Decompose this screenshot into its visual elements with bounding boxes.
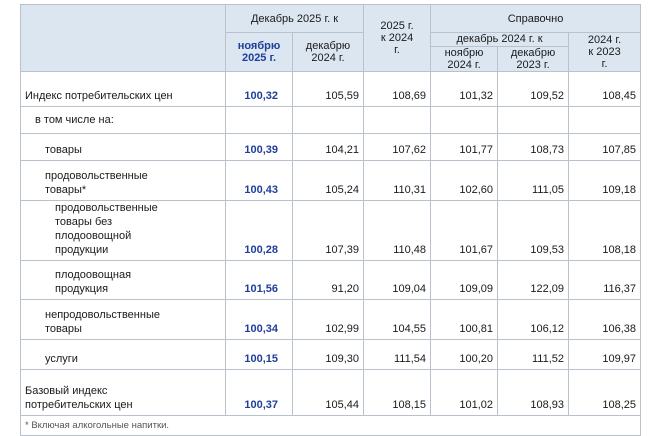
cell-value: 100,39 (225, 133, 293, 161)
table-row: непродовольственные товары 100,34 102,99… (20, 299, 642, 340)
row-label: товары (20, 133, 226, 161)
cell-value: 108,73 (497, 133, 570, 161)
cell-value: 109,09 (430, 260, 499, 300)
row-label-text: непродовольственные товары (45, 309, 160, 335)
cell-value: 105,59 (291, 71, 365, 107)
cell-value: 102,60 (430, 160, 499, 201)
cell-value: 91,20 (291, 260, 365, 300)
cell-value: 101,02 (430, 369, 499, 416)
row-label-text: плодоовощная продукция (55, 269, 132, 295)
row-label: Индекс потребительских цен (20, 71, 226, 107)
row-label: Базовый индекс потребительских цен (20, 369, 226, 416)
row-label: непродовольственные товары (20, 299, 226, 340)
header-nov2024-label: ноябрю 2024 г. (444, 47, 484, 71)
row-label-text: Базовый индекс потребительских цен (25, 385, 133, 411)
cell-value (497, 106, 570, 134)
cell-value: 109,30 (291, 339, 365, 370)
cell-value: 105,44 (291, 369, 365, 416)
table-row: продовольственные товары без плодоовощно… (20, 200, 642, 261)
table-row: продовольственные товары* 100,43 105,24 … (20, 160, 642, 201)
header-dec2023-label: декабрю 2023 г. (510, 47, 556, 71)
header-group-reference: Справочно (430, 4, 642, 33)
cell-value (430, 106, 499, 134)
cell-value: 104,21 (291, 133, 365, 161)
row-label: плодоовощная продукция (20, 260, 226, 300)
cell-value (225, 106, 293, 134)
row-label-text: продовольственные товары* (45, 170, 148, 196)
cell-value: 101,32 (430, 71, 499, 107)
cell-value: 109,52 (497, 71, 570, 107)
header-dec2023: декабрю 2023 г. (498, 47, 568, 71)
table-row: товары 100,39 104,21 107,62 101,77 108,7… (20, 133, 642, 161)
cell-value: 101,56 (225, 260, 293, 300)
cell-value: 116,37 (568, 260, 642, 300)
cell-value: 100,43 (225, 160, 293, 201)
cell-value: 107,39 (291, 200, 365, 261)
cell-value: 110,31 (363, 160, 432, 201)
row-label: услуги (20, 339, 226, 370)
cell-value: 100,20 (430, 339, 499, 370)
row-label: в том числе на: (20, 106, 226, 134)
header-nov2025: ноябрю 2025 г. (225, 32, 293, 72)
header-dec2024-label: декабрю 2024 г. (305, 40, 351, 64)
cell-value: 101,67 (430, 200, 499, 261)
cell-value (363, 106, 432, 134)
table-row: в том числе на: (20, 106, 642, 134)
footnote-row: * Включая алкогольные напитки. (19, 415, 642, 436)
cell-value: 108,45 (568, 71, 642, 107)
cell-value: 100,32 (225, 71, 293, 107)
cell-value: 122,09 (497, 260, 570, 300)
header-dec2024: декабрю 2024 г. (291, 32, 365, 72)
footnote: * Включая алкогольные напитки. (19, 415, 642, 436)
cell-value: 109,04 (363, 260, 432, 300)
row-label-text: продовольственные товары без плодоовощно… (55, 202, 158, 256)
cell-value: 106,12 (497, 299, 570, 340)
header-2024-vs-2023: 2024 г. к 2023 г. (568, 32, 642, 72)
header-nov2025-label: ноябрю 2025 г. (237, 40, 281, 64)
cell-value: 111,05 (497, 160, 570, 201)
cell-value: 109,53 (497, 200, 570, 261)
cell-value: 100,34 (225, 299, 293, 340)
cell-value: 109,97 (568, 339, 642, 370)
cell-value: 109,18 (568, 160, 642, 201)
header-subgroup-dec2024-label: декабрь 2024 г. к (431, 33, 569, 47)
header-group-dec2025: Декабрь 2025 г. к (224, 4, 365, 33)
cell-value (568, 106, 642, 134)
table-row: плодоовощная продукция 101,56 91,20 109,… (20, 260, 642, 300)
header-nov2024: ноябрю 2024 г. (431, 47, 499, 71)
header-reference-label: Справочно (507, 12, 564, 25)
cell-value: 111,54 (363, 339, 432, 370)
cell-value: 100,28 (225, 200, 293, 261)
table-row: Базовый индекс потребительских цен 100,3… (20, 369, 642, 416)
header-empty-cell (20, 4, 226, 72)
cell-value: 108,18 (568, 200, 642, 261)
cell-value: 102,99 (291, 299, 365, 340)
cell-value: 108,15 (363, 369, 432, 416)
header-2025-vs-2024: 2025 г. к 2024 г. (363, 4, 432, 72)
row-label: продовольственные товары* (20, 160, 226, 201)
cell-value: 107,85 (568, 133, 642, 161)
cell-value: 100,81 (430, 299, 499, 340)
cell-value: 111,52 (497, 339, 570, 370)
cell-value: 100,15 (225, 339, 293, 370)
table-row: услуги 100,15 109,30 111,54 100,20 111,5… (20, 339, 642, 370)
cell-value: 107,62 (363, 133, 432, 161)
cell-value: 104,55 (363, 299, 432, 340)
cell-value: 108,93 (497, 369, 570, 416)
cell-value: 105,24 (291, 160, 365, 201)
cell-value: 106,38 (568, 299, 642, 340)
cell-value: 110,48 (363, 200, 432, 261)
cell-value (291, 106, 365, 134)
table-row: Индекс потребительских цен 100,32 105,59… (20, 71, 642, 107)
header-2025-vs-2024-label: 2025 г. к 2024 г. (380, 20, 414, 56)
cell-value: 100,37 (225, 369, 293, 416)
cell-value: 108,25 (568, 369, 642, 416)
header-subgroup-dec2024: декабрь 2024 г. к ноябрю 2024 г. декабрю… (430, 32, 570, 72)
cell-value: 101,77 (430, 133, 499, 161)
header-2024-vs-2023-label: 2024 г. к 2023 г. (587, 34, 622, 70)
row-label: продовольственные товары без плодоовощно… (20, 200, 226, 261)
cpi-table: Декабрь 2025 г. к 2025 г. к 2024 г. Спра… (19, 4, 642, 436)
cell-value: 108,69 (363, 71, 432, 107)
